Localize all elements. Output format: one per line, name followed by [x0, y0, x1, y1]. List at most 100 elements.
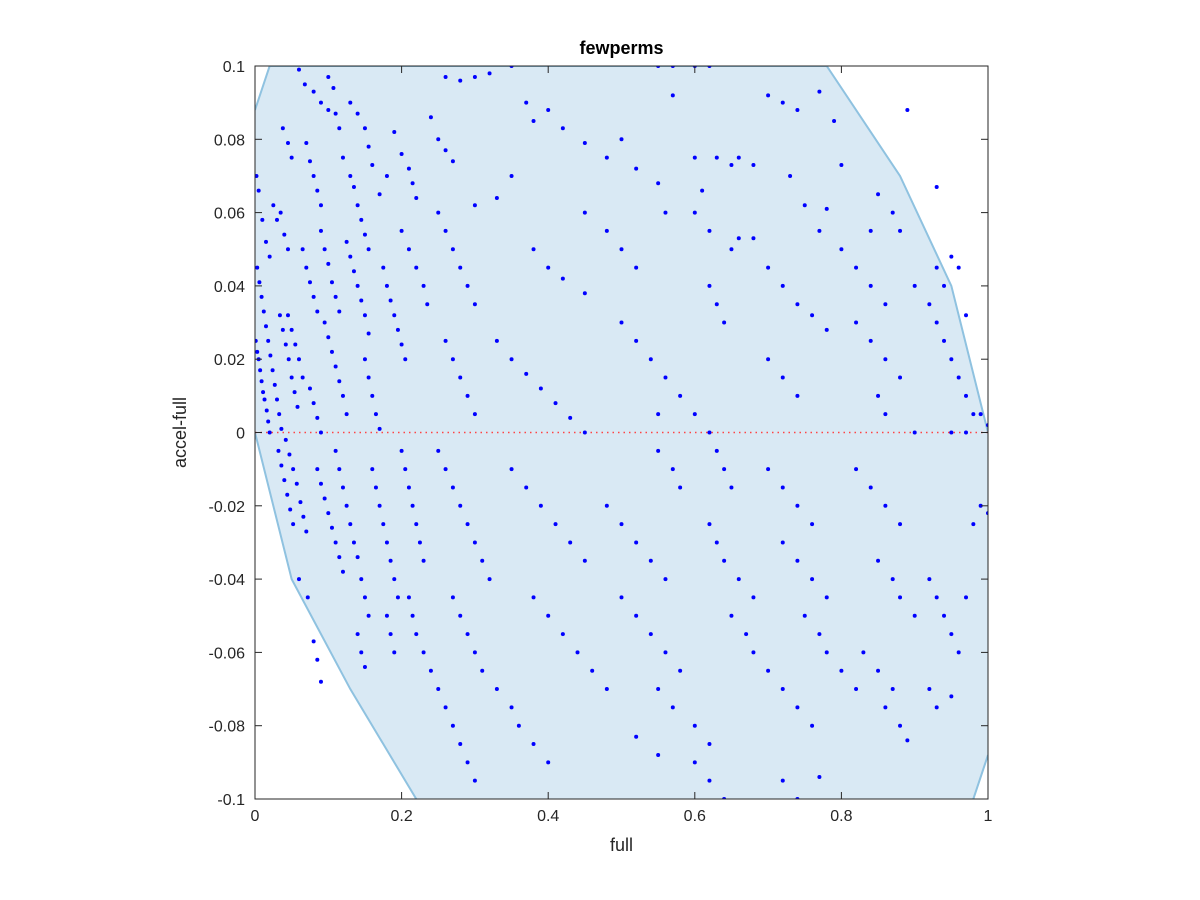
data-point	[311, 401, 316, 406]
data-point	[780, 687, 785, 692]
data-point	[854, 320, 859, 325]
data-point	[421, 283, 426, 288]
data-point	[458, 78, 463, 83]
data-point	[355, 555, 360, 560]
data-point	[766, 467, 771, 472]
data-point	[417, 540, 422, 545]
data-point	[337, 126, 342, 131]
data-point	[282, 232, 287, 237]
data-point	[604, 228, 609, 233]
data-point	[373, 485, 378, 490]
data-point	[395, 327, 400, 332]
data-point	[410, 503, 415, 508]
data-point	[810, 313, 815, 318]
data-point	[670, 705, 675, 710]
data-point	[326, 74, 331, 79]
data-point	[890, 687, 895, 692]
data-point	[619, 320, 624, 325]
data-point	[883, 705, 888, 710]
x-axis: 0 0.2 0.4 0.6 0.8 1	[251, 66, 993, 825]
data-point	[337, 467, 342, 472]
data-point	[802, 203, 807, 208]
data-point	[450, 595, 455, 600]
data-point	[663, 650, 668, 655]
data-point	[663, 210, 668, 215]
data-point	[377, 426, 382, 431]
data-point	[436, 687, 441, 692]
data-point	[714, 155, 719, 160]
data-point	[634, 540, 639, 545]
data-point	[531, 742, 536, 747]
data-point	[956, 650, 961, 655]
data-point	[351, 269, 356, 274]
data-point	[978, 503, 983, 508]
data-point	[301, 514, 306, 519]
data-point	[362, 313, 367, 318]
data-point	[329, 525, 334, 530]
data-point	[425, 302, 430, 307]
data-point	[414, 632, 419, 637]
data-point	[304, 265, 309, 270]
data-point	[898, 522, 903, 527]
data-point	[315, 415, 320, 420]
data-point	[410, 181, 415, 186]
data-point	[359, 650, 364, 655]
data-point	[692, 210, 697, 215]
data-point	[553, 401, 558, 406]
data-point	[443, 467, 448, 472]
data-point	[443, 338, 448, 343]
data-point	[839, 247, 844, 252]
data-point	[326, 511, 331, 516]
data-point	[261, 309, 266, 314]
data-point	[271, 203, 276, 208]
data-point	[344, 239, 349, 244]
data-point	[326, 335, 331, 340]
data-point	[311, 89, 316, 94]
data-point	[465, 393, 470, 398]
data-point	[817, 632, 822, 637]
data-point	[300, 247, 305, 252]
data-point	[351, 540, 356, 545]
data-point	[546, 107, 551, 112]
data-point	[912, 430, 917, 435]
data-point	[949, 430, 954, 435]
data-point	[318, 203, 323, 208]
data-point	[255, 349, 260, 354]
data-point	[751, 162, 756, 167]
data-point	[296, 577, 301, 582]
data-point	[582, 140, 587, 145]
data-point	[315, 188, 320, 193]
data-point	[692, 412, 697, 417]
data-point	[722, 558, 727, 563]
y-tick-label: 0.06	[214, 206, 245, 223]
data-point	[280, 327, 285, 332]
data-point	[656, 448, 661, 453]
data-point	[260, 217, 265, 222]
data-point	[964, 313, 969, 318]
data-point	[795, 302, 800, 307]
data-point	[351, 184, 356, 189]
data-point	[318, 430, 323, 435]
data-point	[634, 265, 639, 270]
data-point	[279, 463, 284, 468]
data-point	[824, 650, 829, 655]
data-point	[751, 595, 756, 600]
data-point	[678, 393, 683, 398]
data-point	[384, 613, 389, 618]
data-point	[362, 665, 367, 670]
y-tick-label: -0.06	[209, 645, 246, 662]
data-point	[403, 357, 408, 362]
data-point	[458, 375, 463, 380]
data-point	[509, 705, 514, 710]
data-point	[302, 82, 307, 87]
data-point	[318, 228, 323, 233]
data-point	[384, 540, 389, 545]
data-point	[729, 485, 734, 490]
data-point	[780, 283, 785, 288]
data-point	[839, 668, 844, 673]
data-point	[326, 107, 331, 112]
data-point	[509, 173, 514, 178]
data-point	[296, 357, 301, 362]
data-point	[278, 210, 283, 215]
data-point	[285, 247, 290, 252]
